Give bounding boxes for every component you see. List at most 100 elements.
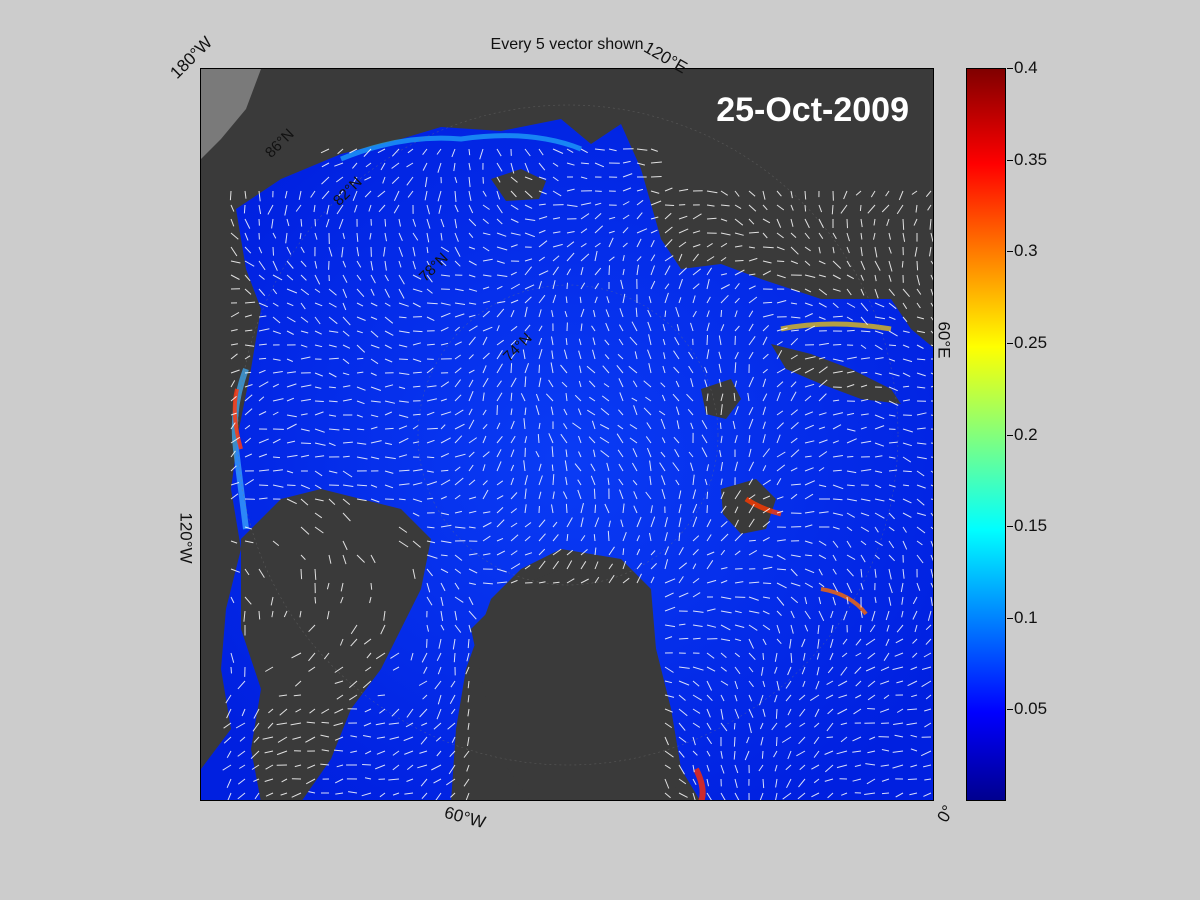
drift-vector [578, 380, 582, 388]
drift-vector [510, 176, 518, 183]
drift-vector [286, 371, 296, 374]
drift-vector [776, 568, 787, 571]
drift-vector [692, 295, 696, 304]
coastal-flow-2 [340, 133, 582, 162]
drift-vector [706, 349, 710, 360]
drift-vector [720, 750, 723, 759]
drift-vector [426, 481, 438, 486]
drift-vector [591, 420, 596, 430]
drift-vector [272, 469, 283, 472]
drift-vector [650, 280, 656, 290]
drift-vector [898, 190, 904, 201]
drift-vector [734, 204, 742, 210]
drift-vector [813, 750, 820, 758]
drift-vector [930, 414, 933, 416]
drift-vector [426, 526, 435, 529]
drift-vector [636, 238, 642, 248]
drift-vector [574, 463, 582, 472]
drift-vector [552, 162, 559, 167]
drift-vector [578, 435, 582, 444]
drift-vector [314, 442, 326, 446]
drift-vector [391, 162, 400, 169]
drift-vector [894, 652, 904, 657]
drift-vector [648, 334, 652, 346]
drift-vector [314, 218, 316, 227]
drift-vector [620, 519, 624, 528]
drift-vector [860, 568, 863, 578]
drift-vector [896, 624, 904, 633]
drift-vector [664, 265, 671, 276]
drift-vector [874, 498, 885, 502]
drift-vector [706, 267, 713, 276]
drift-vector [790, 190, 793, 199]
drift-vector [435, 736, 442, 742]
drift-vector [860, 330, 871, 333]
drift-vector [664, 578, 676, 584]
drift-vector [912, 652, 918, 658]
drift-vector [929, 246, 932, 257]
drift-vector [874, 400, 882, 405]
drift-vector [748, 638, 754, 649]
drift-vector [678, 278, 683, 290]
drift-vector [846, 512, 855, 518]
drift-vector [230, 274, 240, 280]
drift-vector [748, 596, 759, 601]
drift-vector [678, 267, 687, 276]
colorbar-tick [1007, 159, 1013, 161]
drift-vector [440, 246, 450, 253]
drift-vector [591, 325, 596, 332]
drift-vector [578, 350, 582, 360]
drift-vector [552, 217, 561, 220]
drift-vector [258, 453, 268, 458]
drift-vector [594, 250, 598, 262]
drift-vector [606, 462, 610, 472]
drift-vector [720, 491, 725, 500]
drift-vector [634, 351, 638, 360]
drift-vector [538, 203, 546, 206]
drift-vector [706, 579, 717, 584]
drift-vector [790, 422, 799, 430]
drift-vector [550, 406, 554, 416]
drift-vector [909, 792, 918, 796]
drift-vector [426, 232, 430, 243]
colorbar-tick [1007, 709, 1013, 711]
drift-vector [524, 335, 530, 346]
drift-vector [370, 302, 378, 307]
drift-vector [434, 680, 442, 690]
drift-vector [748, 418, 754, 430]
drift-vector [370, 414, 379, 418]
drift-vector [314, 568, 317, 580]
drift-vector [618, 324, 624, 332]
drift-vector [482, 190, 487, 197]
drift-vector [608, 574, 615, 584]
drift-vector [271, 218, 274, 229]
drift-vector [661, 475, 666, 486]
drift-vector [776, 434, 781, 444]
drift-vector [496, 392, 503, 402]
drift-vector [482, 218, 489, 224]
drift-vector [342, 484, 354, 487]
drift-vector [342, 302, 347, 311]
drift-vector [804, 467, 814, 472]
drift-vector [776, 496, 784, 500]
drift-vector [902, 470, 912, 473]
drift-vector [482, 451, 490, 458]
drift-vector [692, 549, 699, 556]
drift-vector [804, 313, 813, 318]
drift-vector [272, 383, 280, 388]
drift-vector [790, 337, 799, 346]
drift-vector [510, 579, 518, 584]
drift-vector [586, 365, 596, 374]
drift-vector [321, 749, 330, 752]
drift-vector [733, 722, 736, 730]
drift-vector [342, 398, 352, 402]
drift-vector [874, 554, 880, 560]
drift-vector [594, 225, 604, 234]
drift-vector [748, 680, 754, 688]
drift-vector [535, 450, 540, 458]
drift-vector [342, 554, 347, 565]
drift-vector [734, 550, 741, 556]
drift-vector [860, 357, 870, 360]
drift-vector [622, 560, 627, 570]
drift-vector [617, 353, 624, 360]
